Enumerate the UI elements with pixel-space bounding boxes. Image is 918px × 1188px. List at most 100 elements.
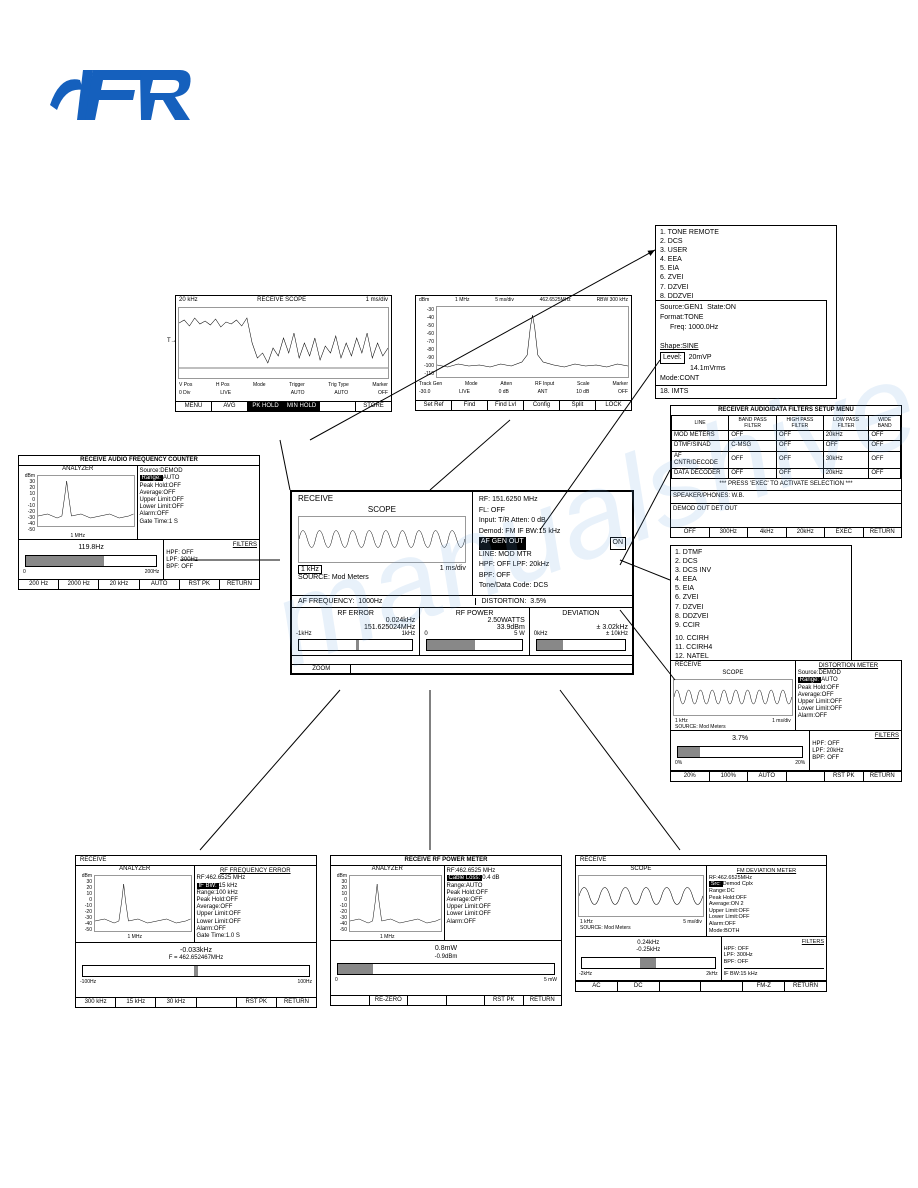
filters-demod: DEMOD OUT DET OUT [671, 503, 901, 515]
button[interactable]: 100% [710, 772, 749, 781]
button[interactable] [701, 982, 743, 991]
button[interactable]: Config [524, 401, 560, 410]
afc-spectrum [37, 475, 135, 527]
fmd-value2: -0.25kHz [579, 947, 718, 954]
button[interactable]: AUTO [748, 772, 787, 781]
button[interactable]: RE-ZERO [370, 996, 409, 1005]
button[interactable]: 300 kHz [76, 998, 116, 1007]
button[interactable]: RST PK [237, 998, 277, 1007]
button[interactable]: 20kHz [787, 528, 826, 537]
button[interactable]: RST PK [825, 772, 864, 781]
button[interactable]: AC [576, 982, 618, 991]
button[interactable] [787, 772, 826, 781]
afc-buttons: 200 Hz2000 Hz20 kHzAUTORST PKRETURN [19, 579, 259, 589]
button[interactable]: PK HOLD [248, 402, 284, 411]
button[interactable]: EXEC [825, 528, 864, 537]
button[interactable]: DC [618, 982, 660, 991]
button[interactable]: 4kHz [748, 528, 787, 537]
afc-freq-value: 119.8Hz [23, 544, 159, 552]
button[interactable]: Set Ref [416, 401, 452, 410]
dist-sr: 20% [795, 760, 805, 766]
gen-vrms: 14.1mVrms [660, 364, 822, 374]
main-afgen-label[interactable]: AF GEN OUT [479, 537, 526, 550]
button[interactable]: RST PK [180, 580, 220, 589]
button[interactable]: STORE [356, 402, 391, 411]
main-dev-sr: ± 10kHz [606, 631, 628, 637]
rf-power-panel: RECEIVE RF POWER METER ANALYZER dBm30201… [330, 855, 562, 1006]
fmd-meter-title: FM DEVIATION METER [709, 868, 824, 875]
main-rf: RF: 151.6250 MHz [479, 495, 626, 506]
fmd-value1: 0.24kHz [579, 940, 718, 947]
zoom-button[interactable]: ZOOM [292, 665, 351, 673]
af-counter-panel: RECEIVE AUDIO FREQUENCY COUNTER ANALYZER… [18, 455, 260, 590]
main-rferr-sr: 1kHz [402, 631, 416, 637]
rfp-value2: -0.9dBm [335, 954, 557, 961]
fm-dev-panel: RECEIVE SCOPE 1 kHz5 ms/div SOURCE: Mod … [575, 855, 827, 992]
gen-level-label[interactable]: Level: [660, 352, 685, 364]
rfp-title: RECEIVE RF POWER METER [331, 856, 561, 865]
main-rferr-title: RF ERROR [296, 610, 415, 617]
button[interactable]: 20 kHz [99, 580, 139, 589]
button[interactable] [320, 402, 356, 411]
button[interactable]: 15 kHz [116, 998, 156, 1007]
rfe-freq-value: F = 462.652467MHz [80, 955, 312, 962]
button[interactable]: AUTO [140, 580, 180, 589]
dist-value: 3.7% [675, 735, 805, 743]
gen-freq: Freq: 1000.0Hz [660, 323, 822, 333]
source-gen-panel: Source:GEN1 State:ON Format:TONE Freq: 1… [655, 300, 827, 386]
button[interactable] [447, 996, 486, 1005]
fmd-filters-list: HPF: OFFLPF: 300HzBPF: OFF [724, 946, 824, 966]
main-afgen-state[interactable]: ON [610, 537, 627, 550]
main-rferr-sl: -1kHz [296, 631, 312, 637]
dist-sl: 0% [675, 760, 682, 766]
button[interactable]: RETURN [524, 996, 562, 1005]
button[interactable]: FM-Z [743, 982, 785, 991]
rscope-hdr-c: RECEIVE SCOPE [257, 297, 306, 304]
button[interactable]: RETURN [220, 580, 259, 589]
button[interactable] [197, 998, 237, 1007]
fmd-source: SOURCE: Mod Meters [576, 925, 706, 931]
button[interactable]: 200 Hz [19, 580, 59, 589]
button[interactable]: 20% [671, 772, 710, 781]
cscope-yaxis: -30-40-50-60-70-80-90-100-110 [416, 304, 434, 380]
afc-filters-title: FILTERS [166, 542, 257, 549]
button[interactable] [408, 996, 447, 1005]
main-scope-x1[interactable]: 1 kHz [298, 565, 322, 574]
fmd-scope-display [578, 875, 704, 917]
afc-analyzer-label: ANALYZER [19, 466, 137, 473]
afc-title: RECEIVE AUDIO FREQUENCY COUNTER [19, 456, 259, 465]
rfe-bar [82, 965, 310, 977]
rscope-hdr-l: 20 kHz [179, 297, 198, 304]
dist-filters-list: HPF: OFFLPF: 20kHzBPF: OFF [812, 741, 899, 763]
main-dist-value: 3.5% [530, 598, 546, 605]
button[interactable]: OFF [671, 528, 710, 537]
button[interactable]: RETURN [785, 982, 826, 991]
button[interactable]: RETURN [864, 528, 902, 537]
button[interactable]: 2000 Hz [59, 580, 99, 589]
rfp-settings: RF:462.6525 MHzCable Loss:0.4 dBRange:AU… [445, 866, 562, 940]
button[interactable]: RETURN [277, 998, 316, 1007]
button[interactable]: RETURN [864, 772, 902, 781]
main-dev-value: ± 3.02kHz [534, 624, 628, 631]
main-rfpwr-title: RF POWER [424, 610, 524, 617]
rscope-display: T→ [178, 307, 389, 379]
button[interactable]: MENU [176, 402, 212, 411]
button[interactable]: MIN HOLD [284, 402, 320, 411]
rfe-sr: 100Hz [298, 979, 312, 985]
rfe-buttons: 300 kHz15 kHz30 kHz RST PKRETURN [76, 997, 316, 1007]
main-input: Input: T/R Atten: 0 dB [479, 516, 626, 527]
filters-title: RECEIVER AUDIO/DATA FILTERS SETUP MENU [671, 406, 901, 415]
button[interactable]: RST PK [485, 996, 524, 1005]
button[interactable]: Find Lvl [488, 401, 524, 410]
main-rfpwr-sr: 5 W [514, 631, 525, 637]
button[interactable] [660, 982, 702, 991]
main-hpf: HPF: OFF LPF: 20kHz [479, 560, 626, 571]
button[interactable]: Find [452, 401, 488, 410]
button[interactable]: AVG [212, 402, 248, 411]
dist-scope-display [673, 679, 793, 716]
button[interactable]: 300Hz [710, 528, 749, 537]
button[interactable] [331, 996, 370, 1005]
button[interactable]: 30 kHz [156, 998, 196, 1007]
button[interactable]: Split [560, 401, 596, 410]
button[interactable]: LOCK [596, 401, 631, 410]
